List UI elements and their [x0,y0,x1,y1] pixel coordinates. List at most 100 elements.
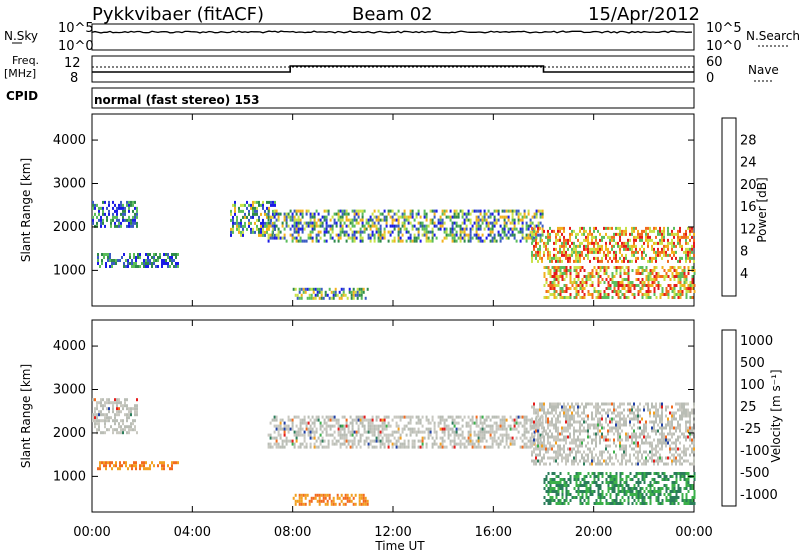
heatmap-cell [681,475,684,478]
heatmap-cell [651,284,654,287]
heatmap-cell [94,410,96,414]
heatmap-cell [633,250,635,254]
heatmap-cell [679,459,681,463]
heatmap-cell [525,430,528,434]
heatmap-cell [615,472,618,475]
heatmap-cell [341,209,344,213]
heatmap-cell [689,432,691,436]
heatmap-cell [693,269,696,272]
heatmap-cell [272,221,274,225]
heatmap-cell [525,436,528,440]
heatmap-cell [360,493,363,497]
heatmap-cell [571,462,573,466]
heatmap-cell [677,232,679,236]
heatmap-cell [537,420,539,424]
heatmap-cell [547,423,549,427]
heatmap-cell [661,414,663,418]
heatmap-cell [561,241,563,245]
heatmap-cell [324,502,327,506]
heatmap-cell [327,424,330,428]
heatmap-cell [383,427,386,431]
heatmap-cell [96,221,98,225]
heatmap-cell [647,272,650,275]
heatmap-cell [587,293,590,296]
heatmap-cell [537,429,539,433]
heatmap-cell [605,232,607,236]
heatmap-cell [621,502,624,505]
heatmap-cell [551,456,553,460]
heatmap-cell [309,221,312,225]
heatmap-cell [601,450,603,454]
heatmap-cell [607,423,609,427]
heatmap-cell [693,402,695,406]
heatmap-cell [663,226,665,230]
heatmap-cell [335,212,338,216]
heatmap-cell [345,436,348,440]
heatmap-cell [641,456,643,460]
heatmap-cell [301,427,304,431]
heatmap-cell [455,221,458,225]
heatmap-cell [633,253,635,257]
heatmap-cell [465,445,468,449]
heatmap-cell [633,475,636,478]
heatmap-cell [575,411,577,415]
heatmap-cell [305,209,308,213]
heatmap-cell [497,436,500,440]
y-tick-label: 4000 [53,133,86,148]
heatmap-cell [348,290,351,294]
heatmap-cell [657,462,659,466]
heatmap-cell [649,269,652,272]
heatmap-cell [413,233,416,237]
heatmap-cell [273,236,276,240]
heatmap-cell [605,481,608,484]
heatmap-cell [293,430,296,434]
heatmap-cell [633,235,635,239]
heatmap-cell [535,244,537,248]
heatmap-cell [537,418,540,422]
heatmap-cell [137,265,139,268]
heatmap-cell [417,221,420,225]
heatmap-cell [319,224,322,228]
heatmap-cell [139,253,141,256]
heatmap-cell [645,487,648,490]
heatmap-cell [563,478,566,481]
heatmap-cell [297,427,300,431]
heatmap-cell [585,420,587,424]
heatmap-cell [631,259,633,263]
heatmap-cell [104,200,106,204]
heatmap-cell [649,487,652,490]
heatmap-cell [521,227,524,231]
heatmap-cell [595,462,597,466]
heatmap-cell [293,218,296,222]
heatmap-cell [539,233,542,237]
heatmap-cell [683,499,686,502]
heatmap-cell [499,439,502,443]
heatmap-cell [599,293,602,296]
heatmap-cell [577,405,579,409]
heatmap-cell [619,229,621,233]
heatmap-cell [165,259,167,262]
heatmap-cell [409,415,412,419]
heatmap-cell [435,430,438,434]
heatmap-cell [115,262,117,265]
heatmap-cell [114,221,116,225]
heatmap-cell [463,436,466,440]
heatmap-cell [555,456,557,460]
heatmap-cell [637,435,639,439]
heatmap-cell [619,447,621,451]
power-ylabel: Slant Range [km] [19,158,33,262]
heatmap-cell [469,418,472,422]
heatmap-cell [601,456,603,460]
heatmap-cell [607,296,610,299]
heatmap-cell [577,438,579,442]
heatmap-cell [136,413,138,417]
heatmap-cell [543,253,545,257]
heatmap-cell [633,287,636,290]
heatmap-cell [449,415,452,419]
heatmap-cell [581,429,583,433]
heatmap-cell [262,233,264,237]
heatmap-cell [685,287,688,290]
heatmap-cell [453,424,456,428]
heatmap-cell [685,459,687,463]
heatmap-cell [449,433,452,437]
